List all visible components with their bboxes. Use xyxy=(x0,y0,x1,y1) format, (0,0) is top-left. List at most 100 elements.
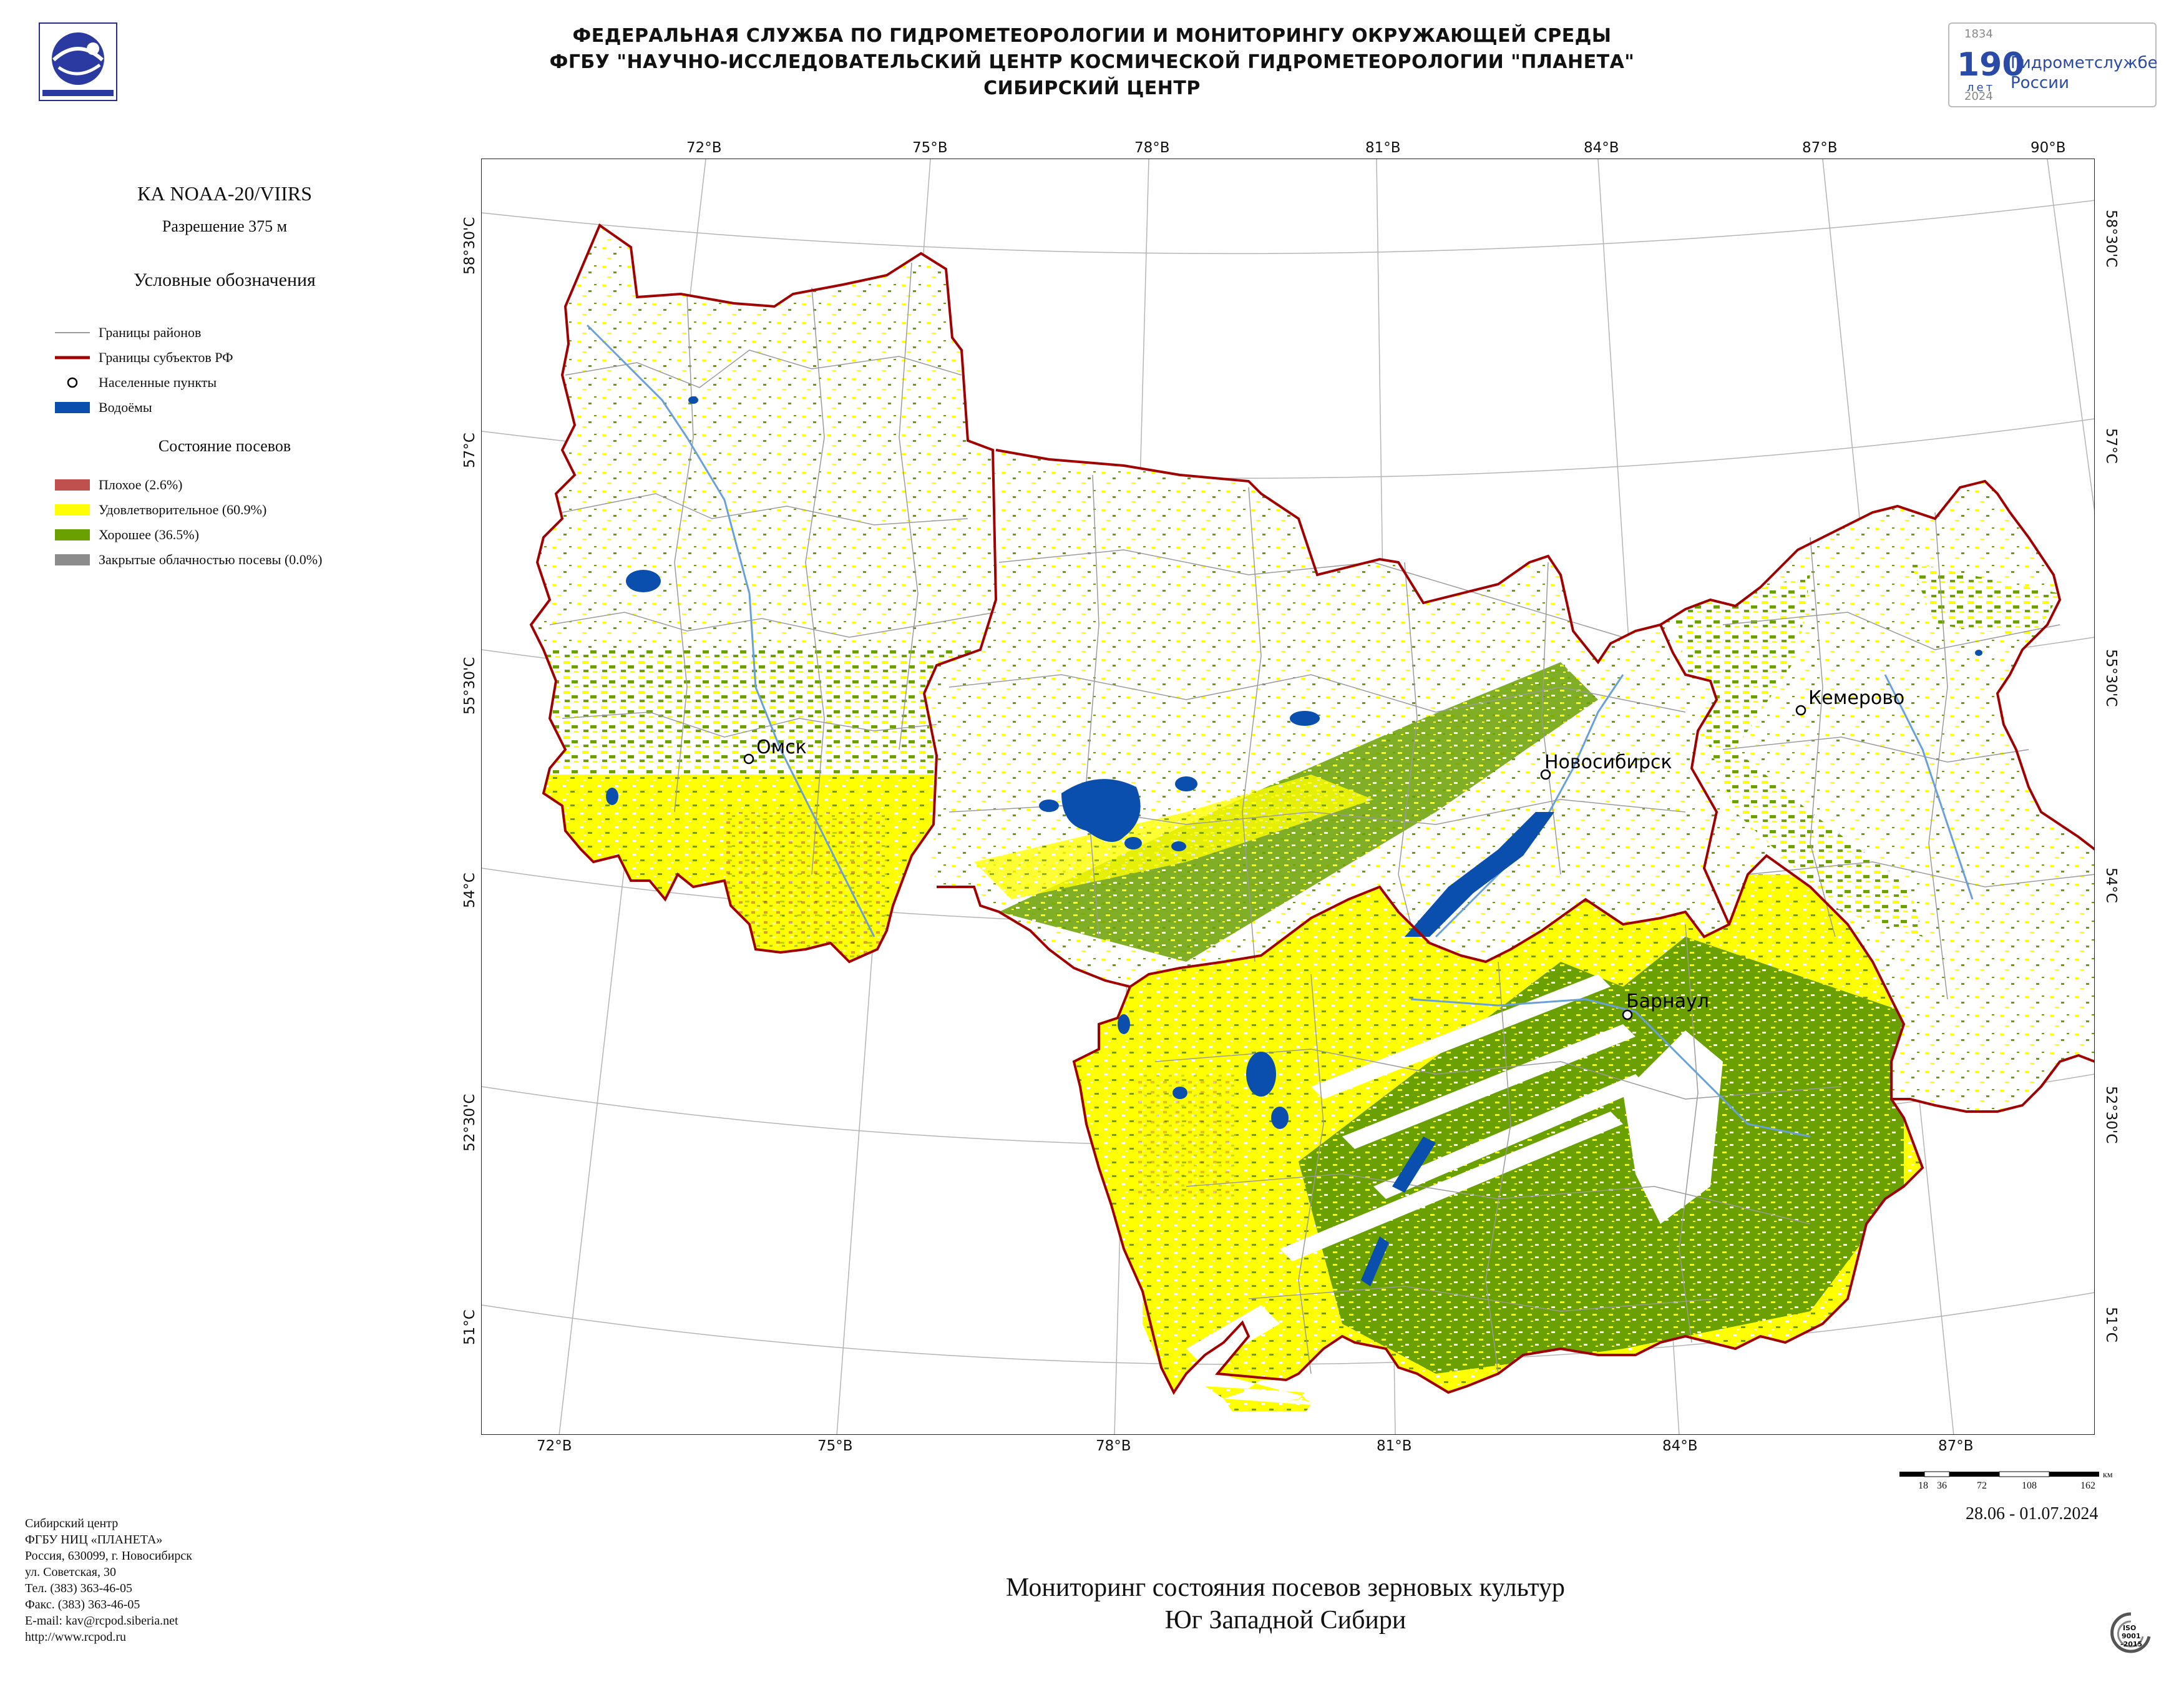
lat-tick-left: 58°30'С xyxy=(462,217,478,275)
lon-tick-top: 90°В xyxy=(2030,140,2066,156)
address-line: ФГБУ НИЦ «ПЛАНЕТА» xyxy=(25,1533,163,1547)
iso-certificate-icon xyxy=(2110,1612,2151,1653)
poor-swatch-icon xyxy=(55,479,90,491)
anniversary-text-2: России xyxy=(2011,74,2069,92)
city-marker-barnaul xyxy=(1622,1009,1633,1020)
legend-title: Условные обозначения xyxy=(134,270,316,290)
water-swatch-icon xyxy=(55,402,90,413)
website-link[interactable]: http://www.rcpod.ru xyxy=(25,1630,127,1644)
roshydromet-logo xyxy=(39,22,117,101)
address-line: Сибирский центр xyxy=(25,1517,119,1530)
lon-tick-top: 84°В xyxy=(1584,140,1619,156)
lon-tick-bottom: 78°В xyxy=(1096,1438,1131,1454)
city-label-kemerovo: Кемерово xyxy=(1808,687,1904,709)
anniversary-year-start: 1834 xyxy=(1964,27,1993,41)
region-boundaries xyxy=(529,223,2094,1395)
region-line-icon xyxy=(55,356,90,359)
legend-item-cloud: Закрытые облачностью посевы (0.0%) xyxy=(55,552,322,568)
anniversary-number: 190 xyxy=(1957,46,2025,84)
address-line: Тел. (383) 363-46-05 xyxy=(25,1582,132,1595)
settlement-circle-icon xyxy=(67,377,78,388)
legend-item-settlements: Населенные пункты xyxy=(55,374,217,391)
address-line: ул. Советская, 30 xyxy=(25,1565,116,1579)
iso-badge: ISO 9001 -2015 xyxy=(2109,1611,2153,1659)
legend-item-district-borders: Границы районов xyxy=(55,325,201,341)
legend-item-good: Хорошее (36.5%) xyxy=(55,527,199,543)
scale-unit: км xyxy=(2103,1470,2113,1480)
satisfactory-swatch-icon xyxy=(55,504,90,516)
lon-tick-bottom: 81°В xyxy=(1377,1438,1412,1454)
legend-item-satisfactory: Удовлетворительное (60.9%) xyxy=(55,502,266,518)
good-swatch-icon xyxy=(55,529,90,540)
cloud-swatch-icon xyxy=(55,554,90,565)
footer-title-2: Юг Западной Сибири xyxy=(1164,1606,1406,1635)
scale-bar-graphic xyxy=(1899,1471,2099,1477)
district-boundaries xyxy=(549,262,2094,1374)
legend-label: Удовлетворительное (60.9%) xyxy=(99,502,267,517)
legend-label: Границы районов xyxy=(99,325,202,340)
lat-tick-left: 54°С xyxy=(462,873,478,908)
district-line-icon xyxy=(55,332,90,333)
header-line-2: ФГБУ "НАУЧНО-ИССЛЕДОВАТЕЛЬСКИЙ ЦЕНТР КОС… xyxy=(549,51,1635,73)
lon-tick-bottom: 87°В xyxy=(1938,1438,1974,1454)
city-marker-kemerovo xyxy=(1795,705,1806,716)
lat-tick-left: 52°30'С xyxy=(462,1093,478,1151)
crop-map: Омск Новосибирск Кемерово Барнаул xyxy=(482,159,2094,1434)
email-link[interactable]: E-mail: kav@rcpod.siberia.net xyxy=(25,1614,178,1628)
header-line-1: ФЕДЕРАЛЬНАЯ СЛУЖБА ПО ГИДРОМЕТЕОРОЛОГИИ … xyxy=(572,25,1612,47)
anniversary-logo: 1834 190 лет 2024 Гидрометслужбе России xyxy=(1948,22,2158,107)
lon-tick-top: 78°В xyxy=(1134,140,1170,156)
lat-tick-right: 54°С xyxy=(2103,868,2119,903)
scale-tick: 18 xyxy=(1918,1480,1928,1491)
scale-tick: 72 xyxy=(1977,1480,1987,1491)
map-frame: Омск Новосибирск Кемерово Барнаул xyxy=(481,159,2095,1435)
lat-tick-right: 52°30'С xyxy=(2103,1086,2119,1144)
anniversary-text-1: Гидрометслужбе xyxy=(2011,54,2158,72)
legend-label: Водоёмы xyxy=(99,399,152,415)
lon-tick-bottom: 72°В xyxy=(537,1438,572,1454)
lat-tick-left: 55°30'С xyxy=(462,657,478,715)
address-line: Россия, 630099, г. Новосибирск xyxy=(25,1549,193,1563)
iso-line-1: ISO xyxy=(2123,1624,2137,1632)
legend-label: Хорошее (36.5%) xyxy=(99,527,199,542)
lon-tick-bottom: 84°В xyxy=(1662,1438,1698,1454)
city-label-omsk: Омск xyxy=(756,736,807,758)
legend-item-poor: Плохое (2.6%) xyxy=(55,477,183,493)
date-range: 28.06 - 01.07.2024 xyxy=(1966,1504,2099,1523)
address-line: Факс. (383) 363-46-05 xyxy=(25,1598,140,1611)
lon-tick-top: 72°В xyxy=(686,140,722,156)
lon-tick-bottom: 75°В xyxy=(817,1438,853,1454)
satellite-name: КА NOAA-20/VIIRS xyxy=(137,182,312,205)
city-label-novosibirsk: Новосибирск xyxy=(1544,751,1672,773)
lon-tick-top: 75°В xyxy=(912,140,948,156)
scale-tick: 108 xyxy=(2022,1480,2037,1491)
legend-label: Населенные пункты xyxy=(99,374,217,390)
legend-item-water: Водоёмы xyxy=(55,399,152,416)
address-block: Сибирский центр ФГБУ НИЦ «ПЛАНЕТА» Росси… xyxy=(25,1515,192,1645)
crop-legend-title: Состояние посевов xyxy=(158,437,291,455)
iso-line-2: 9001 xyxy=(2122,1632,2141,1640)
anniversary-year-end: 2024 xyxy=(1964,90,1993,103)
scale-tick: 162 xyxy=(2080,1480,2095,1491)
lon-tick-top: 87°В xyxy=(1802,140,1838,156)
header-line-3: СИБИРСКИЙ ЦЕНТР xyxy=(983,77,1201,99)
legend-label: Закрытые облачностью посевы (0.0%) xyxy=(99,552,323,567)
legend-label: Границы субъектов РФ xyxy=(99,350,233,365)
cities: Омск Новосибирск Кемерово Барнаул xyxy=(743,687,1904,1020)
scale-bar: 18 36 72 108 162 км xyxy=(1899,1470,2119,1495)
footer-title-1: Мониторинг состояния посевов зерновых ку… xyxy=(1006,1573,1565,1602)
lat-tick-right: 58°30'С xyxy=(2103,210,2119,268)
satellite-resolution: Разрешение 375 м xyxy=(162,217,288,235)
lat-tick-right: 57°С xyxy=(2103,428,2119,464)
lat-tick-left: 51°С xyxy=(462,1309,478,1345)
city-label-barnaul: Барнаул xyxy=(1626,990,1709,1012)
rivers xyxy=(586,324,1974,1138)
city-marker-omsk xyxy=(743,753,754,765)
city-marker-novosibirsk xyxy=(1540,769,1551,780)
lat-tick-right: 55°30'С xyxy=(2103,649,2119,707)
water-bodies xyxy=(606,396,1982,1286)
lat-tick-right: 51°С xyxy=(2103,1307,2119,1342)
anniversary-years-word: лет xyxy=(1967,81,1996,94)
iso-line-3: -2015 xyxy=(2120,1640,2143,1648)
lon-tick-top: 81°В xyxy=(1365,140,1401,156)
